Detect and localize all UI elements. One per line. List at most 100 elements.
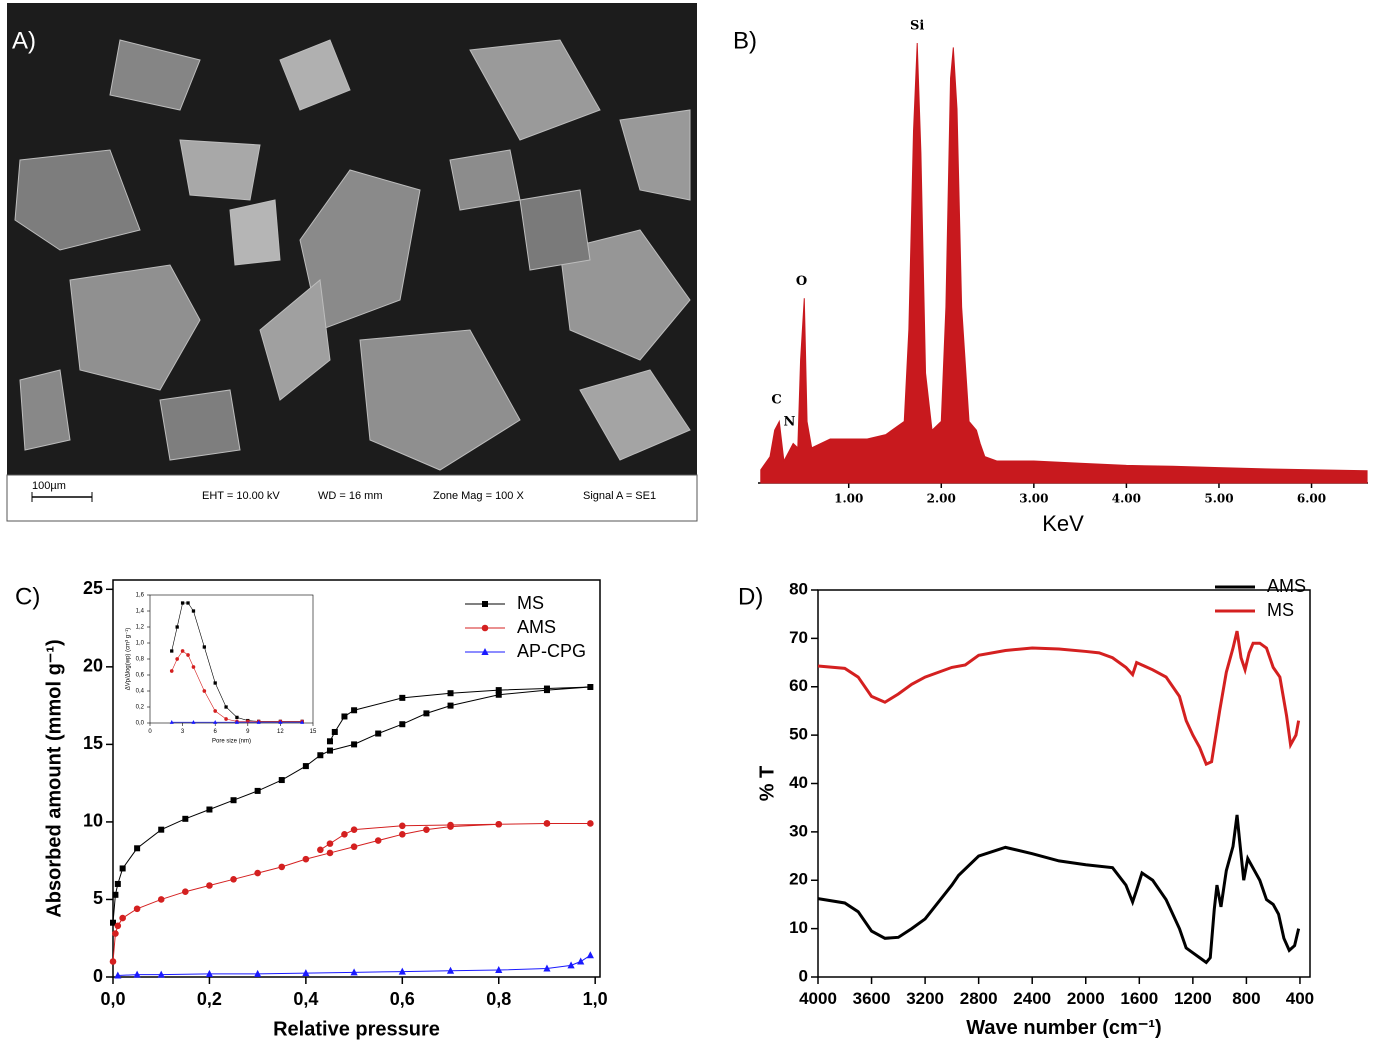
marker (224, 705, 228, 709)
marker (191, 665, 196, 669)
marker (254, 869, 261, 877)
marker (182, 888, 189, 896)
marker (351, 707, 358, 714)
marker (495, 966, 503, 974)
y-axis-label: % T (756, 766, 778, 802)
y-tick-label: 80 (789, 579, 808, 598)
marker (350, 968, 358, 976)
y-tick-label: 25 (83, 578, 103, 598)
marker (254, 787, 261, 794)
marker (326, 738, 333, 745)
legend-label: AMS (517, 617, 556, 637)
marker (326, 840, 334, 847)
scale-bar-label: 100µm (32, 480, 66, 492)
y-tick-label: 30 (789, 821, 808, 840)
marker (495, 691, 502, 698)
footer-text: EHT = 10.00 kV (202, 490, 280, 502)
marker (191, 609, 196, 613)
y-tick-label: 0,8 (136, 657, 145, 663)
marker (326, 849, 334, 857)
x-tick-label: 2000 (1067, 989, 1105, 1008)
marker (350, 843, 358, 851)
y-tick-label: 0 (93, 966, 103, 986)
y-tick-label: 15 (83, 733, 103, 753)
marker (213, 720, 218, 724)
marker (351, 741, 358, 748)
y-tick-label: 0,6 (136, 673, 145, 679)
x-tick-label: 15 (310, 729, 317, 735)
marker (587, 820, 594, 827)
x-tick-label: 3.00 (1019, 491, 1048, 505)
marker (157, 896, 165, 903)
y-tick-label: 40 (789, 773, 808, 792)
x-axis-label: Relative pressure (273, 1019, 440, 1041)
marker (186, 601, 190, 605)
legend-label: AP-CPG (517, 641, 586, 661)
marker (495, 687, 502, 694)
footer-text: Zone Mag = 100 X (433, 490, 524, 502)
y-tick-label: 0,2 (136, 705, 145, 711)
marker (205, 969, 214, 977)
panel-label: A) (12, 27, 36, 54)
y-axis-label: ΔVp/Δlog(wp) (cm³ g⁻¹) (126, 628, 132, 691)
x-tick-label: 0,8 (486, 989, 511, 1009)
marker (202, 689, 207, 693)
x-tick-label: 9 (246, 729, 250, 735)
marker (543, 964, 551, 972)
marker (157, 970, 165, 978)
marker (300, 720, 305, 724)
marker (112, 891, 119, 898)
marker (230, 797, 237, 804)
marker (398, 967, 406, 975)
x-tick-label: 400 (1286, 989, 1314, 1008)
marker (278, 863, 286, 871)
marker (234, 720, 239, 724)
x-tick-label: 2.00 (927, 491, 956, 505)
x-tick-label: 0 (148, 729, 152, 735)
plot-frame (112, 579, 601, 978)
marker (482, 601, 488, 607)
x-tick-label: 6 (214, 729, 218, 735)
marker (317, 752, 324, 759)
marker (224, 717, 228, 721)
legend-label: MS (1267, 600, 1294, 620)
x-tick-label: 2400 (1013, 989, 1051, 1008)
y-tick-label: 1,0 (136, 641, 145, 647)
marker (119, 914, 126, 922)
marker (495, 820, 503, 828)
marker (158, 826, 165, 833)
x-tick-label: 0,6 (390, 989, 415, 1009)
y-tick-label: 1,2 (136, 625, 145, 631)
marker (182, 815, 189, 822)
plot-frame (149, 594, 314, 724)
y-tick-label: 20 (83, 656, 103, 676)
marker (202, 645, 206, 649)
sem-image: 100µm EHT = 10.00 kV WD = 16 mm Zone Mag… (6, 3, 698, 522)
x-axis-label: Pore size (nm) (212, 739, 251, 745)
marker (245, 719, 250, 724)
y-tick-label: 10 (83, 811, 103, 831)
marker (423, 710, 430, 717)
x-tick-label: 3200 (906, 989, 944, 1008)
marker (447, 690, 454, 697)
marker (423, 826, 430, 833)
marker (302, 969, 310, 977)
x-axis-label: Wave number (cm⁻¹) (966, 1017, 1161, 1039)
chart: 0,0 0,2 0,4 0,6 0,8 1,0 0 5 10 15 20 25 Relative pre… (15, 578, 608, 1041)
x-tick-label: 5.00 (1204, 491, 1233, 505)
series-line (817, 630, 1301, 767)
marker (134, 845, 141, 852)
marker (326, 747, 333, 754)
x-tick-label: 1600 (1120, 989, 1158, 1008)
marker (586, 951, 594, 959)
marker (230, 876, 237, 883)
peak-label: O (796, 274, 807, 289)
x-tick-label: 4000 (799, 989, 837, 1008)
marker (341, 713, 348, 720)
marker (587, 684, 594, 691)
y-axis-label: Absorbed amount (mmol g⁻¹) (43, 639, 65, 917)
marker (169, 720, 174, 724)
marker (302, 763, 309, 770)
peak-label: Si (910, 19, 924, 34)
